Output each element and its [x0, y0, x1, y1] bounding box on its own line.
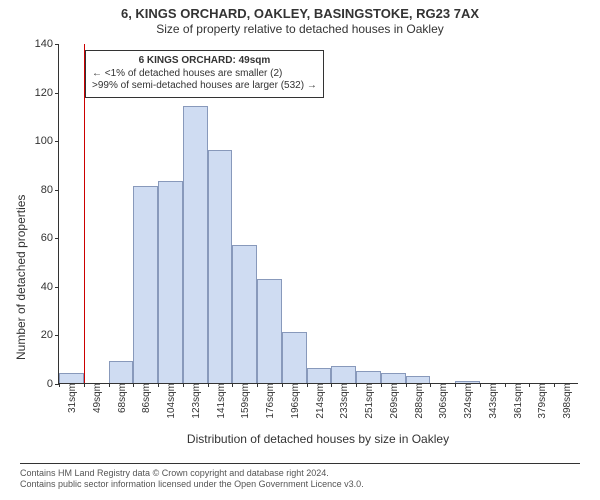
x-tick-mark	[183, 383, 184, 387]
histogram-bar	[232, 245, 257, 383]
x-tick-mark	[84, 383, 85, 387]
y-axis-label: Number of detached properties	[14, 195, 28, 360]
x-axis-label: Distribution of detached houses by size …	[58, 432, 578, 446]
x-tick-label: 288sqm	[408, 383, 425, 419]
histogram-bar	[109, 361, 134, 383]
x-tick-mark	[381, 383, 382, 387]
callout-line-2: >99% of semi-detached houses are larger …	[92, 80, 317, 93]
footer-line-2: Contains public sector information licen…	[20, 479, 580, 490]
histogram-bar	[307, 368, 332, 383]
x-tick-mark	[257, 383, 258, 387]
y-tick: 140	[35, 38, 59, 50]
y-tick: 0	[47, 378, 59, 390]
y-tick: 20	[41, 329, 59, 341]
chart-container: 6, KINGS ORCHARD, OAKLEY, BASINGSTOKE, R…	[0, 0, 600, 500]
x-tick-label: 306sqm	[432, 383, 449, 419]
histogram-bar	[381, 373, 406, 383]
y-tick: 40	[41, 281, 59, 293]
x-tick-label: 233sqm	[333, 383, 350, 419]
histogram-bar	[257, 279, 282, 383]
plot-area: 02040608010012014031sqm49sqm68sqm86sqm10…	[58, 44, 578, 384]
x-tick-label: 214sqm	[309, 383, 326, 419]
x-tick-mark	[356, 383, 357, 387]
histogram-bar	[406, 376, 431, 383]
x-tick-mark	[158, 383, 159, 387]
x-tick-label: 123sqm	[185, 383, 202, 419]
histogram-bar	[331, 366, 356, 383]
x-tick-mark	[208, 383, 209, 387]
footer-line-1: Contains HM Land Registry data © Crown c…	[20, 468, 580, 479]
x-tick-label: 196sqm	[284, 383, 301, 419]
x-tick-label: 141sqm	[210, 383, 227, 419]
chart-subtitle: Size of property relative to detached ho…	[0, 22, 600, 36]
histogram-bar	[282, 332, 307, 383]
chart-title: 6, KINGS ORCHARD, OAKLEY, BASINGSTOKE, R…	[0, 0, 600, 22]
x-tick-label: 269sqm	[383, 383, 400, 419]
x-tick-mark	[406, 383, 407, 387]
x-tick-label: 379sqm	[531, 383, 548, 419]
x-tick-mark	[307, 383, 308, 387]
x-tick-mark	[480, 383, 481, 387]
y-tick: 120	[35, 87, 59, 99]
callout-line-1: ← <1% of detached houses are smaller (2)	[92, 68, 317, 81]
x-tick-label: 361sqm	[507, 383, 524, 419]
x-tick-label: 31sqm	[61, 383, 78, 413]
x-tick-mark	[59, 383, 60, 387]
y-tick: 100	[35, 135, 59, 147]
x-tick-mark	[282, 383, 283, 387]
histogram-bar	[133, 186, 158, 383]
callout-box: 6 KINGS ORCHARD: 49sqm← <1% of detached …	[85, 50, 324, 98]
x-tick-label: 104sqm	[160, 383, 177, 419]
x-tick-label: 49sqm	[86, 383, 103, 413]
callout-title: 6 KINGS ORCHARD: 49sqm	[92, 55, 317, 68]
x-tick-label: 159sqm	[234, 383, 251, 419]
y-tick: 80	[41, 184, 59, 196]
y-tick: 60	[41, 232, 59, 244]
histogram-bar	[59, 373, 84, 383]
x-tick-label: 343sqm	[482, 383, 499, 419]
histogram-bar	[158, 181, 183, 383]
histogram-bar	[183, 106, 208, 383]
x-tick-label: 68sqm	[111, 383, 128, 413]
x-tick-label: 324sqm	[457, 383, 474, 419]
x-tick-label: 251sqm	[358, 383, 375, 419]
histogram-bar	[356, 371, 381, 383]
x-tick-mark	[505, 383, 506, 387]
x-tick-label: 86sqm	[135, 383, 152, 413]
footer: Contains HM Land Registry data © Crown c…	[20, 463, 580, 491]
histogram-bar	[208, 150, 233, 383]
x-tick-label: 176sqm	[259, 383, 276, 419]
x-tick-mark	[109, 383, 110, 387]
x-tick-label: 398sqm	[556, 383, 573, 419]
